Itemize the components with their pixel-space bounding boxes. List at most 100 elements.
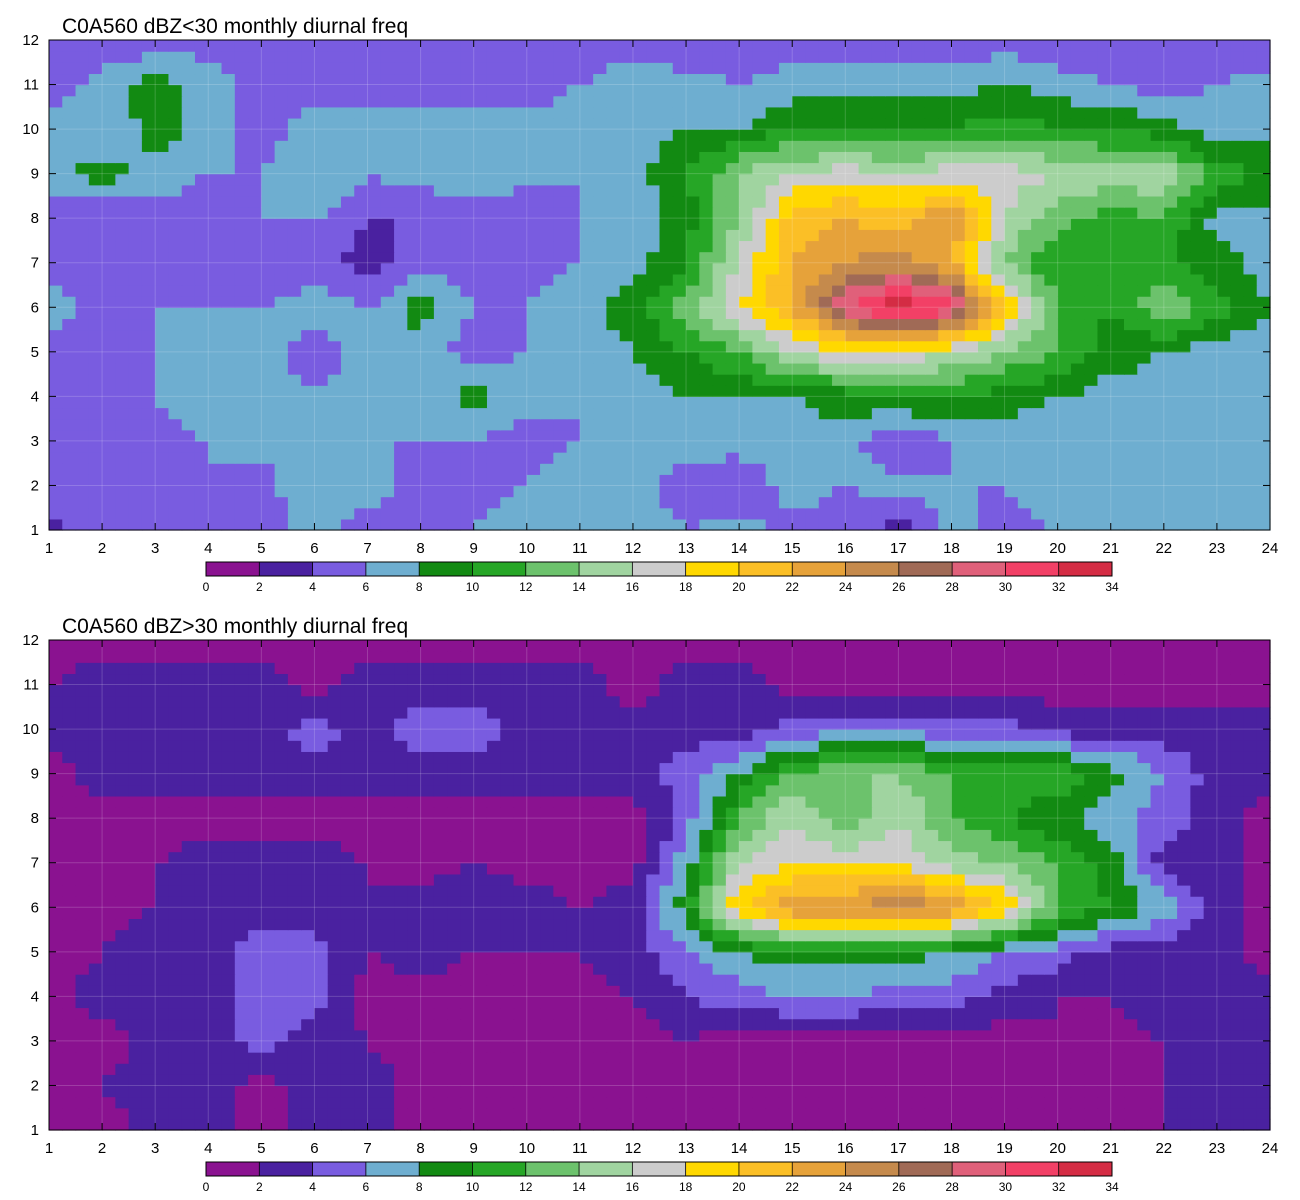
heatmap-cell [832, 429, 846, 442]
heatmap-cell [1137, 1118, 1152, 1131]
heatmap-cell [1070, 463, 1085, 475]
heatmap-cell [911, 40, 926, 52]
heatmap-cell [301, 440, 316, 453]
heatmap-cell [208, 507, 223, 520]
heatmap-cell [380, 73, 395, 86]
heatmap-cell [739, 463, 753, 475]
heatmap-cell [566, 240, 581, 253]
heatmap-cell [765, 1063, 780, 1075]
heatmap-cell [553, 117, 568, 130]
heatmap-cell [832, 396, 846, 409]
heatmap-cell [62, 496, 77, 509]
colorbar: 0 2 4 6 8 10 12 14 16 18 20 22 24 26 28 30 32 34 [203, 561, 1119, 594]
heatmap-cell [845, 117, 860, 130]
heatmap-cell [1044, 51, 1059, 63]
heatmap-cell [1070, 407, 1085, 420]
heatmap-cell [818, 318, 833, 331]
heatmap-cell [619, 385, 634, 397]
heatmap-cell [473, 496, 488, 509]
heatmap-cell [221, 84, 236, 97]
heatmap-cell [818, 218, 833, 230]
heatmap-cell [433, 173, 448, 186]
heatmap-cell [845, 251, 860, 264]
heatmap-cell [287, 62, 302, 75]
heatmap-cell [486, 184, 501, 197]
heatmap-cell [978, 318, 992, 331]
heatmap-cell [765, 329, 780, 342]
heatmap-cell [991, 429, 1006, 442]
heatmap-cell [858, 362, 873, 375]
heatmap-cell [792, 1118, 807, 1131]
heatmap-cell [1017, 318, 1032, 331]
heatmap-cell [327, 1074, 342, 1087]
heatmap-cell [1256, 173, 1271, 186]
heatmap-cell [712, 474, 727, 487]
heatmap-cell [234, 429, 249, 442]
heatmap-cell [938, 474, 953, 487]
heatmap-cell [274, 1096, 289, 1109]
heatmap-cell [672, 1096, 687, 1109]
heatmap-cell [540, 440, 554, 453]
heatmap-cell [978, 285, 992, 297]
heatmap-cell [526, 162, 541, 175]
heatmap-cell [407, 1107, 422, 1120]
heatmap-cell [632, 418, 647, 431]
heatmap-cell [1097, 162, 1112, 175]
heatmap-cell [951, 73, 966, 86]
heatmap-cell [526, 218, 541, 230]
heatmap-cell [500, 1107, 515, 1120]
heatmap-cell [367, 51, 382, 63]
heatmap-cell [128, 374, 143, 386]
heatmap-cell [526, 418, 541, 431]
heatmap-cell [1216, 251, 1231, 264]
heatmap-cell [141, 474, 156, 487]
heatmap-cell [765, 507, 780, 520]
heatmap-cell [1097, 1063, 1112, 1075]
heatmap-cell [420, 496, 435, 509]
heatmap-cell [1203, 518, 1218, 531]
heatmap-cell [1070, 1063, 1085, 1075]
heatmap-cell [1070, 496, 1085, 509]
x-tick-label: 19 [996, 540, 1013, 557]
heatmap-cell [778, 362, 793, 375]
heatmap-cell [473, 218, 488, 230]
heatmap-cell [646, 140, 661, 152]
heatmap-cell [885, 273, 899, 286]
colorbar-tick-label: 0 [203, 580, 210, 594]
heatmap-cell [181, 51, 196, 63]
heatmap-cell [274, 195, 289, 208]
heatmap-cell [1097, 452, 1112, 464]
heatmap-cell [513, 1118, 528, 1131]
heatmap-cell [1256, 84, 1271, 97]
heatmap-cell [712, 407, 727, 420]
heatmap-cell [354, 1063, 369, 1075]
heatmap-cell [752, 62, 767, 75]
heatmap-cell [1110, 117, 1125, 130]
heatmap-cell [500, 84, 515, 97]
heatmap-cell [1150, 40, 1165, 52]
heatmap-cell [1031, 173, 1045, 186]
heatmap-cell [314, 1107, 329, 1120]
heatmap-cell [964, 162, 979, 175]
heatmap-cell [845, 140, 860, 152]
heatmap-cell [991, 184, 1006, 197]
heatmap-cell [1256, 184, 1271, 197]
heatmap-cell [991, 1107, 1006, 1120]
heatmap-cell [1163, 1085, 1178, 1098]
heatmap-cell [1031, 362, 1045, 375]
heatmap-cell [1057, 496, 1072, 509]
heatmap-cell [88, 51, 103, 63]
heatmap-cell [566, 396, 581, 409]
heatmap-cell [951, 507, 966, 520]
heatmap-cell [394, 140, 408, 152]
heatmap-cell [978, 463, 992, 475]
heatmap-cell [1004, 162, 1019, 175]
heatmap-cell [1084, 1096, 1099, 1109]
heatmap-cell [991, 173, 1006, 186]
heatmap-cell [274, 40, 289, 52]
heatmap-cell [1017, 51, 1032, 63]
heatmap-cell [871, 1074, 886, 1087]
heatmap-cell [991, 463, 1006, 475]
heatmap-cell [1070, 140, 1085, 152]
heatmap-cell [380, 84, 395, 97]
